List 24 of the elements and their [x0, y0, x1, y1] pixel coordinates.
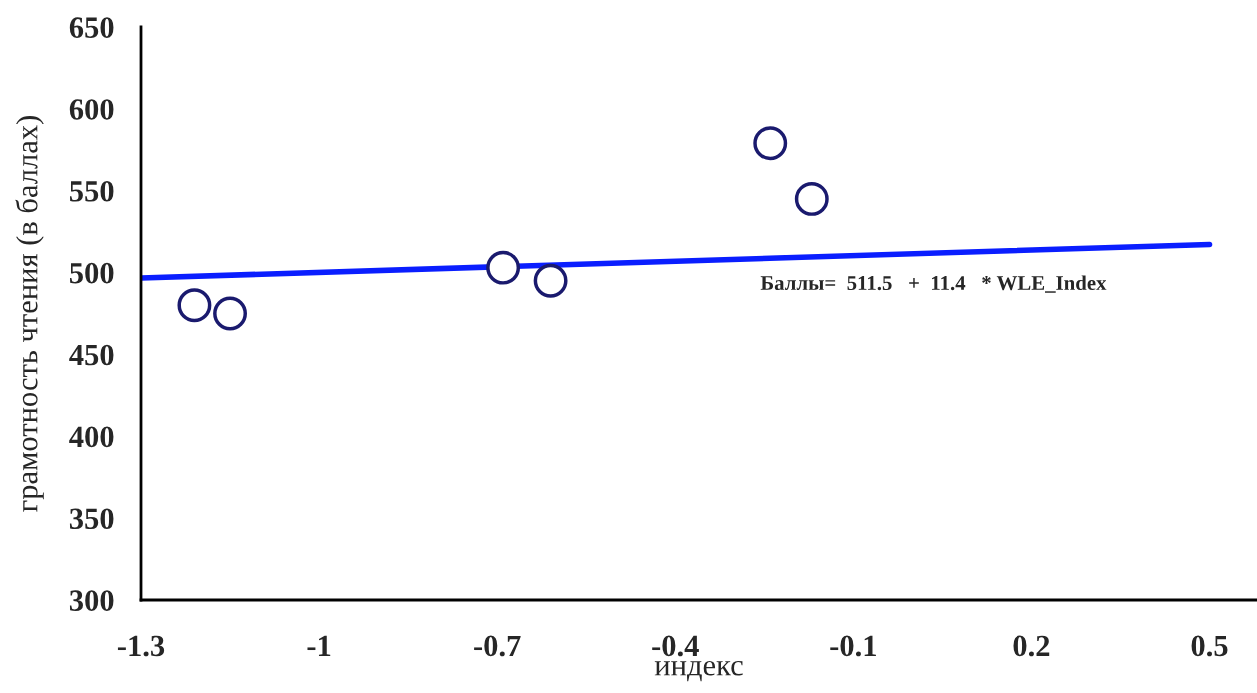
y-tick-label: 300	[69, 590, 114, 611]
x-tick-label: 0.2	[1013, 635, 1050, 657]
x-tick-label: -0.7	[474, 635, 521, 657]
point	[486, 250, 521, 285]
y-tick-label: 400	[69, 426, 114, 448]
point	[533, 263, 568, 298]
y-tick-label: 500	[70, 262, 114, 284]
annotation: Баллы= 511.5 + 11.4 * WLE_Index	[760, 275, 1107, 293]
x-tick-label: -0.1	[830, 635, 876, 657]
x-axis-title: индекс	[654, 660, 743, 682]
y-tick-label: 550	[70, 181, 114, 202]
y-tick-label: 450	[69, 344, 114, 366]
point	[794, 181, 829, 216]
x-tick-label: -0.4	[652, 635, 699, 657]
x-tick-label: -1	[307, 635, 331, 656]
point	[177, 288, 212, 323]
point	[753, 126, 788, 161]
x-tick-label: -1.3	[117, 635, 165, 657]
y-tick-label: 650	[69, 17, 114, 38]
x-tick-label: 0.5	[1191, 635, 1228, 657]
y-tick-label: 600	[69, 99, 114, 120]
point	[213, 296, 247, 331]
y-tick-label: 350	[69, 508, 114, 530]
y-axis-title: грамотность чтения (в баллах)	[15, 116, 44, 512]
